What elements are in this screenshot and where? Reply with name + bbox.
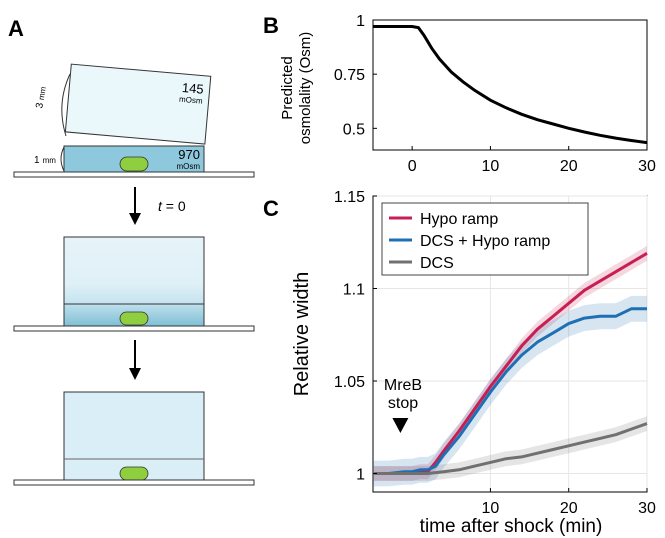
cell-initial (119, 156, 149, 172)
panel-c-letter: C (263, 196, 279, 221)
bottom-block-height: 1 mm (34, 155, 56, 166)
panel-b-xtick-label: 30 (638, 158, 656, 175)
panel-c-axes: 10 20 30 1 1.05 1.1 1.15 (334, 189, 656, 517)
top-block-osm-unit: mOsm (179, 95, 204, 106)
panel-c-xtick-label: 30 (638, 500, 656, 517)
panel-c-ytick-label: 1.1 (343, 282, 365, 299)
cell-diffusing (119, 311, 149, 326)
bottom-block-osm: 970 (178, 147, 200, 162)
legend-label-hypo-ramp: Hypo ramp (420, 211, 498, 228)
glass-slide-initial (13, 171, 255, 178)
legend-label-dcs: DCS (420, 255, 454, 272)
setup-initial: 145 mOsm 3mm 970 mOsm 1 mm (13, 63, 255, 178)
setup-diffusing (13, 236, 255, 332)
panel-c-lines (373, 252, 648, 475)
top-block-osm: 145 (181, 80, 204, 97)
panel-b-xtick-label: 10 (482, 158, 500, 175)
panel-b-xtick-label: 0 (408, 158, 417, 175)
panel-b-ytick-label: 0.5 (343, 121, 365, 138)
panel-b-xtick-label: 20 (560, 158, 578, 175)
bottom-block-osm-unit: mOsm (176, 162, 200, 171)
panel-c-xtick-label: 10 (482, 500, 500, 517)
panel-c-legend: Hypo ramp DCS + Hypo ramp DCS (381, 202, 589, 276)
panel-b-ytick-label: 0.75 (334, 67, 365, 84)
glass-slide-diffusing (13, 325, 255, 332)
hypo-gel-block (64, 63, 212, 145)
cell-equilibrated (119, 466, 149, 481)
panel-b-plot-frame (372, 19, 648, 151)
panel-c-ytick-label: 1.15 (334, 189, 365, 206)
top-block-height-bracket (61, 73, 71, 137)
gel-equilibrated (63, 391, 205, 481)
panel-b-lines (373, 25, 648, 145)
panel-c-ytick-label: 1 (356, 467, 365, 484)
panel-b-letter: B (263, 13, 279, 38)
panel-c: C Relative width time after shock (min) … (263, 189, 656, 537)
legend-box (381, 202, 589, 276)
panel-b: B Predicted osmolality (Osm) 0 10 20 300.50… (263, 13, 656, 175)
time-zero-label: t = 0 (158, 198, 186, 214)
top-block-height: 3mm (34, 86, 49, 110)
gel-upper-diffusing (63, 236, 205, 305)
bottom-block-height-bracket (60, 146, 65, 172)
mreb-stop-marker (392, 418, 409, 433)
legend-items: Hypo ramp DCS + Hypo ramp DCS (389, 211, 550, 272)
setup-equilibrated (13, 391, 255, 486)
mreb-stop-line1: MreB (384, 377, 422, 394)
panel-c-xlabel: time after shock (min) (420, 516, 603, 537)
panel-b-ylabel-line1: Predicted (279, 56, 296, 119)
panel-c-xtick-label: 20 (560, 500, 578, 517)
arrow-down-1 (129, 187, 141, 225)
panel-b-axes: 0 10 20 30 0.5 0.75 1 (334, 13, 656, 175)
legend-label-dcs-hypo-ramp: DCS + Hypo ramp (420, 233, 550, 250)
mreb-stop-annotation: MreB stop (384, 377, 422, 433)
panel-b-osmolality-line (373, 25, 648, 145)
arrow-down-2 (129, 340, 141, 380)
glass-slide-equilibrated (13, 479, 255, 486)
panel-c-ylabel: Relative width (291, 272, 313, 397)
panel-b-ylabel-line2: osmolality (Osm) (297, 32, 314, 145)
band-dcs (373, 416, 647, 481)
line-dcs (373, 422, 648, 475)
mreb-stop-line2: stop (388, 395, 418, 412)
panel-b-ytick-label: 1 (356, 13, 365, 30)
line-dcs-hypo-ramp (373, 307, 647, 475)
panel-a-letter: A (8, 16, 24, 41)
panel-c-ytick-label: 1.05 (334, 374, 365, 391)
panel-a: A 145 mOsm 3mm 970 mOsm 1 mm t = 0 (8, 16, 255, 486)
